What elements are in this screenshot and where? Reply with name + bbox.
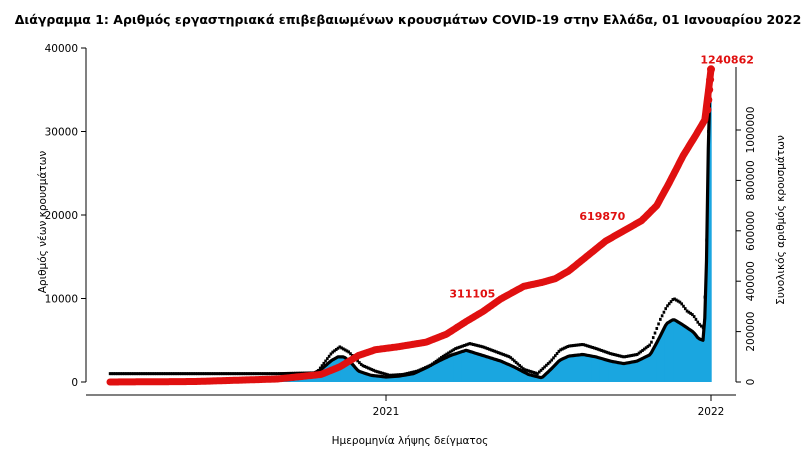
- y-left-tick-label: 30000: [45, 127, 78, 139]
- y-axis-right-label: Συνολικός αριθμός κρουσμάτων: [775, 135, 787, 305]
- cumulative-point: [705, 86, 713, 94]
- x-tick-label: 2021: [373, 406, 400, 418]
- y-right-tick-label: 200000: [745, 312, 757, 352]
- y-right-tick-label: 800000: [745, 160, 757, 200]
- cumulative-point: [704, 96, 712, 104]
- daily-label-mark: [695, 318, 698, 321]
- daily-label-mark: [657, 322, 660, 325]
- y-right-tick-label: 400000: [745, 261, 757, 301]
- y-left-tick-label: 40000: [45, 43, 78, 55]
- daily-label-mark: [693, 315, 696, 318]
- daily-label-mark: [655, 327, 658, 330]
- annotation-label: 311105: [449, 288, 495, 301]
- chart-title: Διάγραμμα 1: Αριθμός εργαστηριακά επιβεβ…: [15, 12, 802, 27]
- daily-label-mark: [654, 332, 657, 335]
- cumulative-series: [110, 65, 715, 382]
- x-tick-label: 2022: [698, 406, 725, 418]
- cumulative-point: [706, 76, 714, 84]
- annotation-label: 619870: [579, 210, 625, 223]
- y-right-tick-label: 600000: [745, 211, 757, 251]
- cumulative-point: [707, 65, 715, 73]
- cumulative-line: [110, 69, 711, 382]
- x-axis: 2021 2022: [86, 395, 736, 418]
- y-right-tick-label: 0: [745, 379, 757, 386]
- y-left-tick-label: 0: [71, 377, 78, 389]
- y-left-tick-label: 20000: [45, 210, 78, 222]
- daily-label-mark: [650, 341, 653, 344]
- x-axis-label: Ημερομηνία λήψης δείγματος: [332, 435, 489, 447]
- y-axis-left: 0 10000 20000 30000 40000: [45, 43, 86, 389]
- daily-label-mark: [663, 311, 666, 314]
- bar: [710, 98, 711, 382]
- y-right-tick-label: 1000000: [745, 107, 757, 154]
- annotation-label: 1240862: [700, 53, 754, 66]
- daily-label-mark: [664, 307, 667, 310]
- daily-label-series: [109, 78, 712, 377]
- daily-label-mark: [661, 314, 664, 317]
- y-axis-right: 0 200000 400000 600000 800000 1000000: [736, 67, 757, 385]
- y-left-tick-label: 10000: [45, 294, 78, 306]
- y-axis-left-label: Αριθμός νέων κρουσμάτων: [37, 151, 49, 294]
- daily-label-mark: [659, 318, 662, 321]
- daily-label-mark: [652, 336, 655, 339]
- daily-label-mark: [648, 344, 651, 347]
- cumulative-point: [703, 106, 711, 114]
